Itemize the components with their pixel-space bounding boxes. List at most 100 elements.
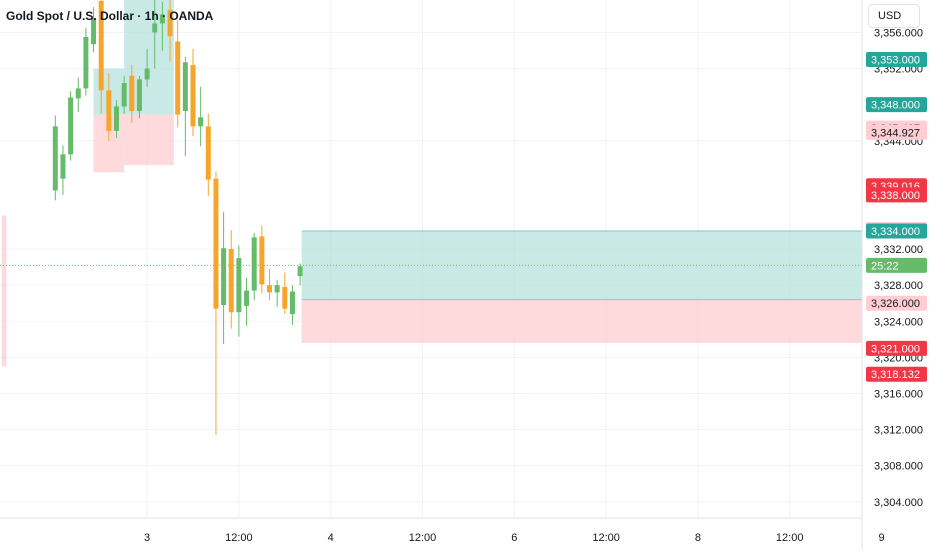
candle [175, 19, 181, 128]
time-tick-label: 12:00 [592, 532, 620, 544]
price-label: 3,348.000 [866, 97, 927, 113]
candle-body [267, 285, 272, 293]
candle [152, 0, 158, 69]
candle-body [182, 62, 188, 111]
candle [75, 77, 81, 112]
price-label-text: 3,348.000 [871, 100, 920, 112]
price-tick-label: 3,308.000 [874, 461, 923, 473]
candle-body [83, 37, 89, 89]
candle [289, 285, 295, 325]
price-label-text: 3,344.927 [871, 127, 920, 139]
candle-body [205, 126, 211, 180]
candle-body [274, 285, 280, 293]
price-label-box [866, 124, 927, 140]
candle-body [129, 75, 135, 111]
chart-title: Gold Spot / U.S. Dollar · 1h · OANDA [6, 9, 214, 23]
time-tick-label: 9 [878, 532, 884, 544]
currency-button[interactable]: USD [868, 4, 920, 28]
candle-body [98, 0, 104, 91]
candle-body [106, 90, 112, 131]
price-tick-label: 3,312.000 [874, 425, 923, 437]
price-label: 3,353.000 [866, 52, 927, 68]
price-label-box [866, 257, 927, 273]
candle [121, 75, 127, 114]
price-tick-label: 3,328.000 [874, 280, 923, 292]
candle [129, 64, 135, 123]
price-label-text: 3,338.000 [871, 190, 920, 202]
candle-body [114, 106, 119, 131]
candle-body [91, 18, 97, 45]
time-tick-label: 12:00 [225, 532, 253, 544]
candle-body [190, 64, 196, 127]
candle [52, 115, 58, 201]
candle [236, 245, 242, 337]
candle-body [136, 79, 142, 111]
candle [228, 230, 234, 329]
candle [274, 279, 280, 307]
candle-body [121, 83, 127, 107]
candle [297, 263, 303, 286]
price-label-text: 3,326.000 [871, 298, 920, 310]
candle-body [159, 14, 165, 24]
price-label-text: 25:22 [871, 260, 899, 272]
candle-body [198, 117, 204, 127]
time-tick-label: 12:00 [409, 532, 437, 544]
target-zone [301, 231, 862, 300]
candle-body [251, 237, 257, 291]
candle-body [52, 126, 58, 191]
candle [221, 212, 227, 344]
price-label: 3,338.000 [866, 187, 927, 203]
candle [267, 268, 272, 301]
candle [167, 0, 173, 62]
candle [198, 86, 204, 147]
time-tick-label: 6 [511, 532, 517, 544]
price-tick-label: 3,316.000 [874, 388, 923, 400]
candle [182, 56, 188, 157]
stop-zone [124, 114, 174, 166]
price-label-box [866, 223, 927, 239]
candle [114, 100, 119, 139]
price-label-box [866, 52, 927, 68]
candle [282, 272, 288, 315]
candle-body [236, 258, 242, 313]
time-tick-label: 12:00 [776, 532, 804, 544]
candle-body [60, 154, 66, 179]
price-tick-label: 3,324.000 [874, 316, 923, 328]
candle-body [213, 178, 219, 309]
candle-body [221, 248, 227, 306]
price-tick-label: 3,332.000 [874, 244, 923, 256]
price-tick-label: 3,356.000 [874, 27, 923, 39]
price-label-box [866, 187, 927, 203]
price-tick-label: 3,304.000 [874, 497, 923, 509]
time-tick-label: 8 [695, 532, 701, 544]
candle-body [144, 68, 150, 80]
candle [144, 48, 150, 87]
candle [68, 91, 74, 161]
candle [91, 7, 97, 53]
price-label-text: 3,318.132 [871, 369, 920, 381]
candle-body [75, 88, 81, 99]
time-tick-label: 4 [328, 532, 334, 544]
candle [205, 113, 211, 196]
time-tick-label: 3 [144, 532, 150, 544]
plot-area [0, 0, 862, 518]
candle-body [68, 97, 74, 155]
price-label-box [866, 366, 927, 382]
candle-body [297, 266, 303, 277]
price-label-text: 3,321.000 [871, 343, 920, 355]
stop-zone [301, 299, 862, 343]
candle-body [244, 290, 250, 306]
candle [251, 232, 257, 301]
price-label-box [866, 97, 927, 113]
candle-body [282, 286, 288, 309]
candle-body [289, 291, 295, 315]
candle [60, 145, 66, 195]
price-label: 3,326.000 [866, 295, 927, 311]
price-label: 3,321.000 [866, 340, 927, 356]
candle-body [259, 236, 265, 285]
candle [159, 1, 165, 51]
candle [259, 225, 265, 294]
candle-body [167, 9, 173, 37]
